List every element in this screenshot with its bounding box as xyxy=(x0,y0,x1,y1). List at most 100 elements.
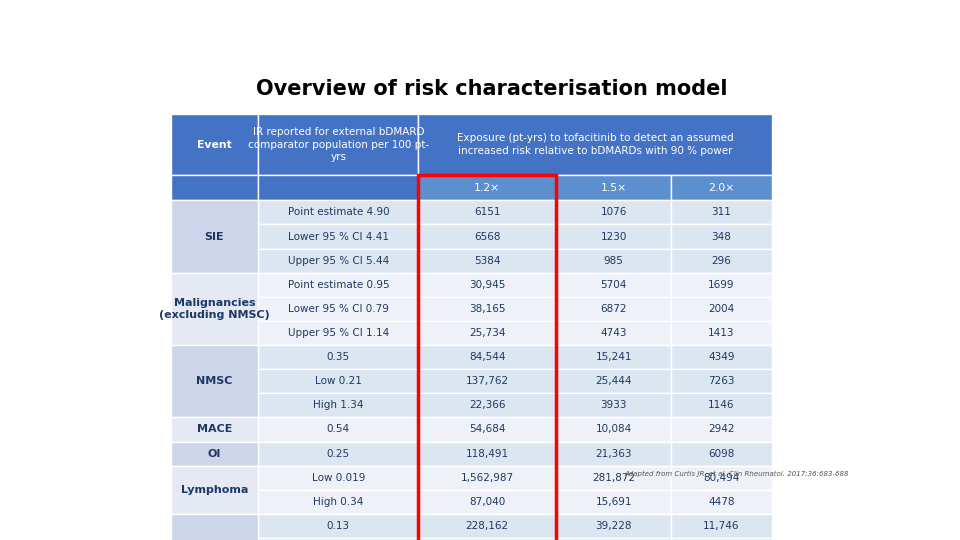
Bar xyxy=(419,176,556,540)
Bar xyxy=(556,273,671,297)
Text: 6098: 6098 xyxy=(708,449,734,458)
Bar xyxy=(419,393,556,417)
Text: Point estimate 0.95: Point estimate 0.95 xyxy=(288,280,389,290)
Text: 7263: 7263 xyxy=(708,376,734,386)
Bar xyxy=(419,225,556,248)
Text: NMSC: NMSC xyxy=(196,376,232,386)
Text: Event: Event xyxy=(197,140,232,150)
Text: 348: 348 xyxy=(711,232,732,241)
Bar xyxy=(258,114,419,176)
Text: 1230: 1230 xyxy=(600,232,627,241)
Bar xyxy=(419,321,556,345)
Bar xyxy=(556,248,671,273)
Text: 38,165: 38,165 xyxy=(468,304,505,314)
Bar xyxy=(258,273,419,297)
Text: 21,363: 21,363 xyxy=(595,449,632,458)
Bar xyxy=(419,417,556,442)
Bar xyxy=(171,200,258,273)
Bar xyxy=(556,297,671,321)
Bar xyxy=(671,417,772,442)
Text: Upper 95 % CI 1.14: Upper 95 % CI 1.14 xyxy=(288,328,389,338)
Text: 0.25: 0.25 xyxy=(326,449,350,458)
Bar xyxy=(258,248,419,273)
Text: Exposure (pt-yrs) to tofacitinib to detect an assumed
increased risk relative to: Exposure (pt-yrs) to tofacitinib to dete… xyxy=(457,133,733,156)
Bar xyxy=(419,345,556,369)
Text: High 1.34: High 1.34 xyxy=(313,400,364,410)
Bar xyxy=(556,176,671,200)
Text: 22,366: 22,366 xyxy=(468,400,505,410)
Bar xyxy=(556,514,671,538)
Bar xyxy=(258,200,419,225)
Bar xyxy=(556,225,671,248)
Text: OI: OI xyxy=(207,449,221,458)
Text: 6151: 6151 xyxy=(474,207,500,218)
Text: 5704: 5704 xyxy=(600,280,627,290)
Bar xyxy=(171,176,258,200)
Text: 2942: 2942 xyxy=(708,424,734,435)
Bar xyxy=(671,225,772,248)
Text: 11,746: 11,746 xyxy=(704,521,740,531)
Bar xyxy=(671,321,772,345)
Bar xyxy=(419,114,772,176)
Text: 5384: 5384 xyxy=(474,255,500,266)
Bar xyxy=(671,393,772,417)
Text: 25,734: 25,734 xyxy=(468,328,505,338)
Bar xyxy=(671,490,772,514)
Text: 80,494: 80,494 xyxy=(704,472,740,483)
Bar xyxy=(556,200,671,225)
Bar xyxy=(258,225,419,248)
Bar xyxy=(671,297,772,321)
Bar xyxy=(258,417,419,442)
Bar xyxy=(258,297,419,321)
Text: 0.54: 0.54 xyxy=(326,424,350,435)
Text: 6568: 6568 xyxy=(474,232,500,241)
Text: 985: 985 xyxy=(604,255,624,266)
Bar xyxy=(556,345,671,369)
Bar xyxy=(419,465,556,490)
Bar xyxy=(419,538,556,540)
Bar xyxy=(556,538,671,540)
Bar xyxy=(556,417,671,442)
Bar xyxy=(258,442,419,465)
Text: 1146: 1146 xyxy=(708,400,734,410)
Text: Low 0.21: Low 0.21 xyxy=(315,376,362,386)
Bar xyxy=(258,514,419,538)
Bar xyxy=(671,200,772,225)
Text: 15,241: 15,241 xyxy=(595,352,632,362)
Bar xyxy=(419,297,556,321)
Bar xyxy=(171,442,258,465)
Bar xyxy=(258,465,419,490)
Text: 84,544: 84,544 xyxy=(468,352,505,362)
Bar xyxy=(671,442,772,465)
Text: Lymphoma: Lymphoma xyxy=(180,485,249,495)
Bar xyxy=(258,321,419,345)
Bar xyxy=(258,176,419,200)
Text: 10,084: 10,084 xyxy=(595,424,632,435)
Text: 39,228: 39,228 xyxy=(595,521,632,531)
Bar xyxy=(671,345,772,369)
Text: 1,562,987: 1,562,987 xyxy=(461,472,514,483)
Bar xyxy=(258,490,419,514)
Bar xyxy=(419,200,556,225)
Bar xyxy=(258,369,419,393)
Text: 228,162: 228,162 xyxy=(466,521,509,531)
Bar xyxy=(258,538,419,540)
Bar xyxy=(171,465,258,514)
Bar xyxy=(419,248,556,273)
Text: 87,040: 87,040 xyxy=(469,497,505,507)
Text: 1413: 1413 xyxy=(708,328,734,338)
Text: MACE: MACE xyxy=(197,424,232,435)
Bar xyxy=(671,538,772,540)
Bar xyxy=(671,273,772,297)
Text: Adapted from Curtis JR, et al. Clin Rheumatol. 2017;36:683-688: Adapted from Curtis JR, et al. Clin Rheu… xyxy=(625,471,849,477)
Bar xyxy=(671,514,772,538)
Text: 54,684: 54,684 xyxy=(468,424,505,435)
Text: 0.35: 0.35 xyxy=(326,352,350,362)
Bar xyxy=(671,369,772,393)
Text: Point estimate 4.90: Point estimate 4.90 xyxy=(288,207,389,218)
Text: 296: 296 xyxy=(711,255,732,266)
Bar xyxy=(171,417,258,442)
Text: Overview of risk characterisation model: Overview of risk characterisation model xyxy=(256,79,728,99)
Text: SIE: SIE xyxy=(204,232,225,241)
Text: 4743: 4743 xyxy=(600,328,627,338)
